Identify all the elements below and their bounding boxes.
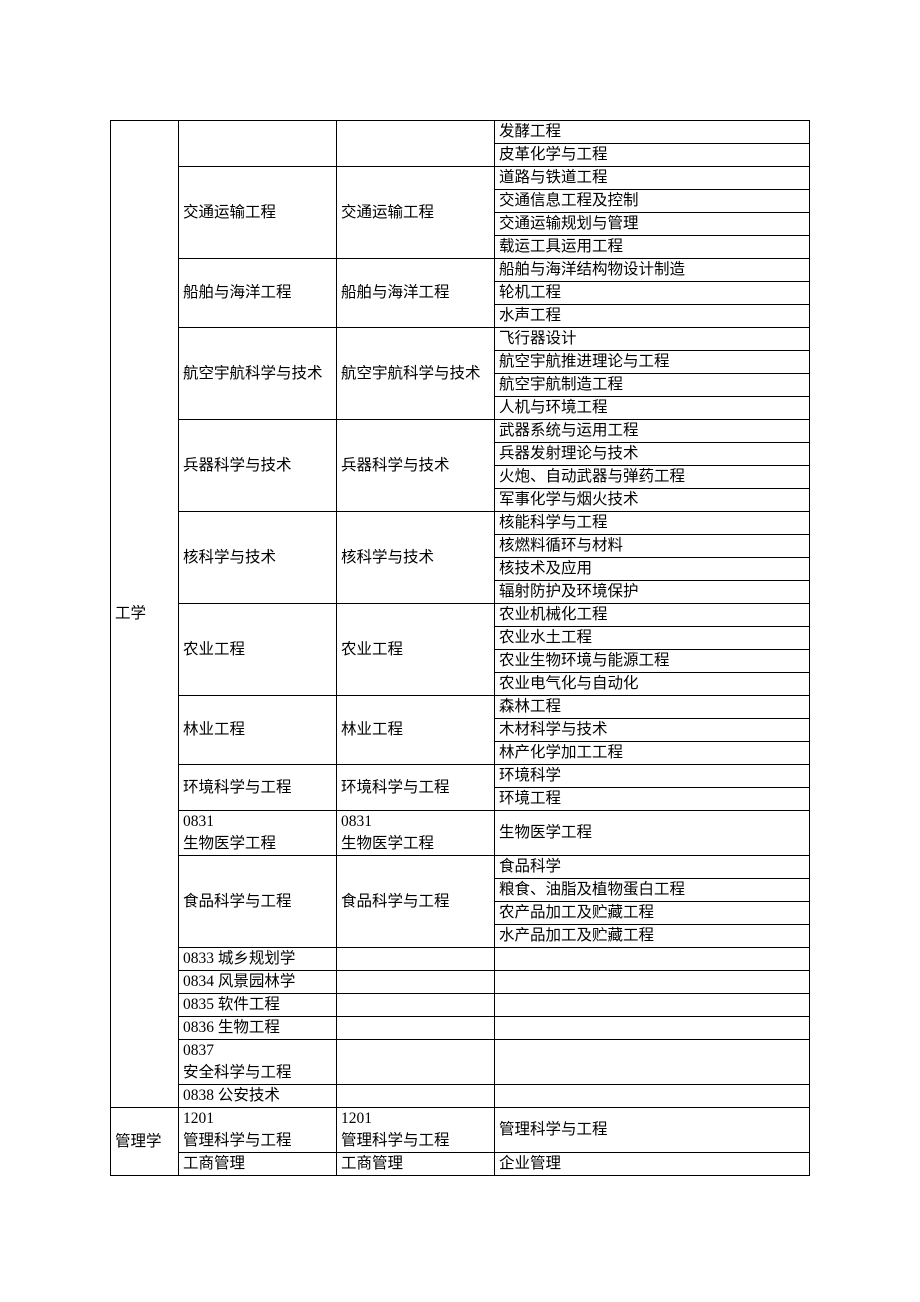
table-cell: 人机与环境工程 (495, 397, 810, 420)
table-cell (495, 994, 810, 1017)
table-cell: 工商管理 (337, 1153, 495, 1176)
table-cell (495, 948, 810, 971)
table-cell: 0833 城乡规划学 (179, 948, 337, 971)
table-row: 船舶与海洋工程船舶与海洋工程船舶与海洋结构物设计制造 (111, 259, 810, 282)
table-cell: 辐射防护及环境保护 (495, 581, 810, 604)
table-cell: 农业电气化与自动化 (495, 673, 810, 696)
table-cell: 核燃料循环与材料 (495, 535, 810, 558)
table-cell: 水声工程 (495, 305, 810, 328)
table-cell: 食品科学 (495, 856, 810, 879)
table-cell: 水产品加工及贮藏工程 (495, 925, 810, 948)
discipline-table: 工学发酵工程皮革化学与工程交通运输工程交通运输工程道路与铁道工程交通信息工程及控… (110, 120, 810, 1176)
table-cell: 工学 (111, 121, 179, 1108)
table-cell: 1201管理科学与工程 (337, 1108, 495, 1153)
table-cell: 0838 公安技术 (179, 1085, 337, 1108)
table-cell: 农业工程 (337, 604, 495, 696)
table-cell (337, 121, 495, 167)
table-cell: 环境工程 (495, 788, 810, 811)
table-cell: 木材科学与技术 (495, 719, 810, 742)
table-cell: 1201管理科学与工程 (179, 1108, 337, 1153)
table-cell: 农业水土工程 (495, 627, 810, 650)
table-cell: 农业机械化工程 (495, 604, 810, 627)
table-cell: 道路与铁道工程 (495, 167, 810, 190)
table-cell: 船舶与海洋工程 (179, 259, 337, 328)
table-cell (179, 121, 337, 167)
table-row: 兵器科学与技术兵器科学与技术武器系统与运用工程 (111, 420, 810, 443)
table-cell: 企业管理 (495, 1153, 810, 1176)
table-cell: 兵器发射理论与技术 (495, 443, 810, 466)
table-cell (337, 971, 495, 994)
table-cell (495, 971, 810, 994)
table-cell: 武器系统与运用工程 (495, 420, 810, 443)
table-cell: 生物医学工程 (495, 811, 810, 856)
table-cell: 林业工程 (337, 696, 495, 765)
table-cell: 核能科学与工程 (495, 512, 810, 535)
table-cell (495, 1085, 810, 1108)
table-cell: 0836 生物工程 (179, 1017, 337, 1040)
table-cell: 飞行器设计 (495, 328, 810, 351)
table-cell: 皮革化学与工程 (495, 144, 810, 167)
table-cell: 0837安全科学与工程 (179, 1040, 337, 1085)
table-cell: 环境科学与工程 (337, 765, 495, 811)
table-cell: 交通运输工程 (337, 167, 495, 259)
table-cell: 兵器科学与技术 (337, 420, 495, 512)
table-cell (337, 994, 495, 1017)
table-row: 交通运输工程交通运输工程道路与铁道工程 (111, 167, 810, 190)
table-cell: 管理学 (111, 1108, 179, 1176)
table-cell: 食品科学与工程 (337, 856, 495, 948)
table-cell (337, 1017, 495, 1040)
table-cell: 0834 风景园林学 (179, 971, 337, 994)
table-cell: 农业工程 (179, 604, 337, 696)
table-cell (337, 948, 495, 971)
table-cell: 森林工程 (495, 696, 810, 719)
table-cell (337, 1040, 495, 1085)
table-cell: 林产化学加工工程 (495, 742, 810, 765)
table-row: 食品科学与工程食品科学与工程食品科学 (111, 856, 810, 879)
table-row: 工商管理工商管理企业管理 (111, 1153, 810, 1176)
table-cell: 管理科学与工程 (495, 1108, 810, 1153)
table-cell: 农产品加工及贮藏工程 (495, 902, 810, 925)
table-cell: 船舶与海洋结构物设计制造 (495, 259, 810, 282)
table-cell: 核科学与技术 (179, 512, 337, 604)
table-cell: 载运工具运用工程 (495, 236, 810, 259)
document-page: 工学发酵工程皮革化学与工程交通运输工程交通运输工程道路与铁道工程交通信息工程及控… (0, 0, 920, 1296)
table-row: 0836 生物工程 (111, 1017, 810, 1040)
table-cell: 火炮、自动武器与弹药工程 (495, 466, 810, 489)
table-cell: 航空宇航制造工程 (495, 374, 810, 397)
table-cell: 兵器科学与技术 (179, 420, 337, 512)
table-cell: 军事化学与烟火技术 (495, 489, 810, 512)
table-cell: 交通运输工程 (179, 167, 337, 259)
table-row: 工学发酵工程 (111, 121, 810, 144)
table-cell: 航空宇航科学与技术 (179, 328, 337, 420)
table-cell (495, 1040, 810, 1085)
table-cell: 农业生物环境与能源工程 (495, 650, 810, 673)
table-row: 林业工程林业工程森林工程 (111, 696, 810, 719)
table-cell: 船舶与海洋工程 (337, 259, 495, 328)
table-cell: 航空宇航科学与技术 (337, 328, 495, 420)
table-cell: 交通运输规划与管理 (495, 213, 810, 236)
table-row: 核科学与技术核科学与技术核能科学与工程 (111, 512, 810, 535)
table-cell: 交通信息工程及控制 (495, 190, 810, 213)
table-cell: 粮食、油脂及植物蛋白工程 (495, 879, 810, 902)
table-cell: 环境科学 (495, 765, 810, 788)
table-cell (337, 1085, 495, 1108)
table-row: 环境科学与工程环境科学与工程环境科学 (111, 765, 810, 788)
table-cell: 轮机工程 (495, 282, 810, 305)
table-cell: 航空宇航推进理论与工程 (495, 351, 810, 374)
table-cell: 核技术及应用 (495, 558, 810, 581)
table-row: 航空宇航科学与技术航空宇航科学与技术飞行器设计 (111, 328, 810, 351)
table-cell: 林业工程 (179, 696, 337, 765)
table-cell: 0831生物医学工程 (179, 811, 337, 856)
table-cell: 工商管理 (179, 1153, 337, 1176)
table-row: 农业工程农业工程农业机械化工程 (111, 604, 810, 627)
table-cell: 核科学与技术 (337, 512, 495, 604)
table-cell: 发酵工程 (495, 121, 810, 144)
table-cell (495, 1017, 810, 1040)
table-cell: 食品科学与工程 (179, 856, 337, 948)
table-cell: 0831生物医学工程 (337, 811, 495, 856)
table-row: 0835 软件工程 (111, 994, 810, 1017)
table-cell: 0835 软件工程 (179, 994, 337, 1017)
table-cell: 环境科学与工程 (179, 765, 337, 811)
